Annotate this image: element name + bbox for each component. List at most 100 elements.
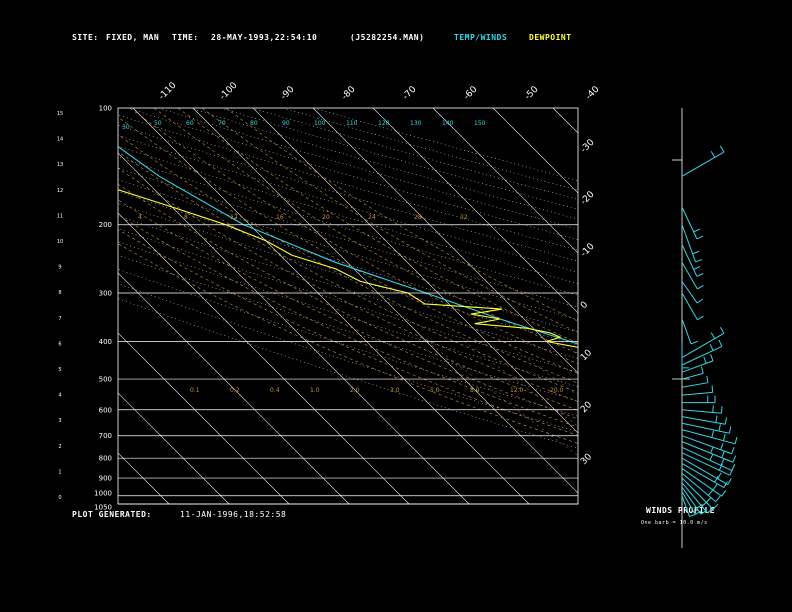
dry-adiabat-line xyxy=(118,156,578,296)
time-value: 28-MAY-1993,22:54:10 xyxy=(211,33,318,42)
isotherm-line xyxy=(132,108,530,504)
top-temp-label: -110 xyxy=(157,80,179,102)
height-km-label: 14 xyxy=(57,137,63,143)
wind-barb-flag xyxy=(710,354,714,362)
dewpoint-profile xyxy=(118,189,578,348)
moist-adiabat-label: 28 xyxy=(414,214,422,221)
wind-barb-flag xyxy=(720,443,724,450)
wind-barb xyxy=(681,151,725,177)
isotherm-line xyxy=(492,108,578,194)
dry-adiabat-line xyxy=(313,108,578,181)
mixing-ratio-label: 8.0 xyxy=(470,387,480,394)
wind-barb xyxy=(681,409,722,414)
height-km-label: 6 xyxy=(58,341,61,347)
wind-barb-flag xyxy=(711,430,715,438)
moist-adiabat-line xyxy=(118,167,578,402)
wind-barb xyxy=(681,491,696,515)
dry-adiabat-line xyxy=(118,203,578,346)
wind-barb-flag xyxy=(703,356,707,364)
wind-barb-flag xyxy=(714,475,719,483)
wind-barb-flag xyxy=(709,453,714,461)
moist-adiabat-line xyxy=(225,108,578,322)
mixing-ratio-label: 1.0 xyxy=(310,387,320,394)
wind-barb-flag xyxy=(734,436,738,444)
moist-adiabat-line xyxy=(153,108,578,354)
wind-barb xyxy=(681,452,731,476)
mixing-ratio-label: 0.2 xyxy=(230,387,240,394)
wind-barb-flag xyxy=(710,151,716,158)
wind-barb xyxy=(681,292,698,320)
temp-winds-legend: TEMP/WINDS xyxy=(454,33,508,42)
height-km-label: 7 xyxy=(58,316,61,322)
pressure-label: 700 xyxy=(99,432,112,440)
moist-adiabat-line xyxy=(118,134,578,384)
dry-adiabat-label: 70 xyxy=(218,120,226,127)
mixing-ratio-line xyxy=(426,341,578,457)
dry-adiabat-label: 90 xyxy=(282,120,290,127)
mixing-ratio-label: 0.1 xyxy=(190,387,200,394)
file-id: (J5282254.MAN) xyxy=(350,33,425,42)
wind-barb xyxy=(681,262,698,290)
wind-barb-flag xyxy=(712,484,718,491)
dry-adiabat-label: 120 xyxy=(378,120,390,127)
wind-barb-flag xyxy=(693,228,701,233)
mixing-ratio-line xyxy=(561,341,578,354)
isotherm-line xyxy=(673,108,792,504)
wind-barb xyxy=(681,435,732,455)
isotherm-line xyxy=(432,108,578,254)
height-km-label: 1 xyxy=(58,469,61,475)
right-temp-label: 20 xyxy=(579,400,594,415)
wind-barb-flag xyxy=(718,339,723,347)
mixing-ratio-label: 0.4 xyxy=(270,387,280,394)
dewpoint-legend: DEWPOINT xyxy=(529,33,572,42)
wind-barb-flag xyxy=(694,510,702,515)
right-temp-label: 30 xyxy=(579,452,594,467)
moist-adiabat-label: 4 xyxy=(138,214,142,221)
isotherm-line xyxy=(733,108,792,504)
top-temp-label: -50 xyxy=(523,84,541,102)
site-label: SITE: xyxy=(72,33,99,42)
wind-barb-flag xyxy=(711,385,714,393)
right-temp-label: -30 xyxy=(579,137,597,155)
height-km-label: 10 xyxy=(57,239,63,245)
wind-barb xyxy=(681,318,692,344)
isotherm-line xyxy=(118,212,410,504)
height-km-label: 12 xyxy=(57,188,63,194)
pressure-label: 400 xyxy=(99,338,112,346)
moist-adiabat-line xyxy=(201,108,578,333)
wind-barb xyxy=(681,477,714,510)
plot-generated-label: PLOT GENERATED: xyxy=(72,510,152,519)
height-km-label: 3 xyxy=(58,418,61,424)
dry-adiabat-label: 100 xyxy=(314,120,326,127)
isotherm-line xyxy=(118,392,230,504)
wind-barb-flag xyxy=(696,298,704,304)
wind-barb-flag xyxy=(710,446,714,454)
wind-barb xyxy=(681,457,728,486)
wind-barb-flag xyxy=(707,508,714,514)
moist-adiabat-label: 8 xyxy=(184,214,188,221)
dry-adiabat-line xyxy=(118,167,578,308)
wind-barb-flag xyxy=(727,478,732,485)
mixing-ratio-line xyxy=(744,342,792,505)
wind-barb xyxy=(681,486,702,515)
wind-barb-flag xyxy=(720,458,725,466)
pressure-label: 100 xyxy=(99,105,112,113)
isotherm-line xyxy=(0,108,49,504)
wind-barb-flag xyxy=(722,433,726,441)
isotherm-line xyxy=(613,108,792,504)
dry-adiabat-label: 80 xyxy=(250,120,258,127)
plot-frame xyxy=(117,107,579,505)
wind-barb xyxy=(681,422,730,434)
pressure-label: 500 xyxy=(99,376,112,384)
wind-barb-flag xyxy=(715,415,718,423)
top-temp-label: -70 xyxy=(401,84,419,102)
isotherm-line xyxy=(192,108,578,494)
right-temp-label: 10 xyxy=(579,348,594,363)
pressure-label: 600 xyxy=(99,406,112,414)
isotherm-line xyxy=(372,108,578,314)
wind-barb xyxy=(681,495,690,517)
wind-barb-flag xyxy=(721,490,727,497)
dry-adiabat-line xyxy=(118,114,578,251)
mixing-ratio-line xyxy=(711,342,792,505)
